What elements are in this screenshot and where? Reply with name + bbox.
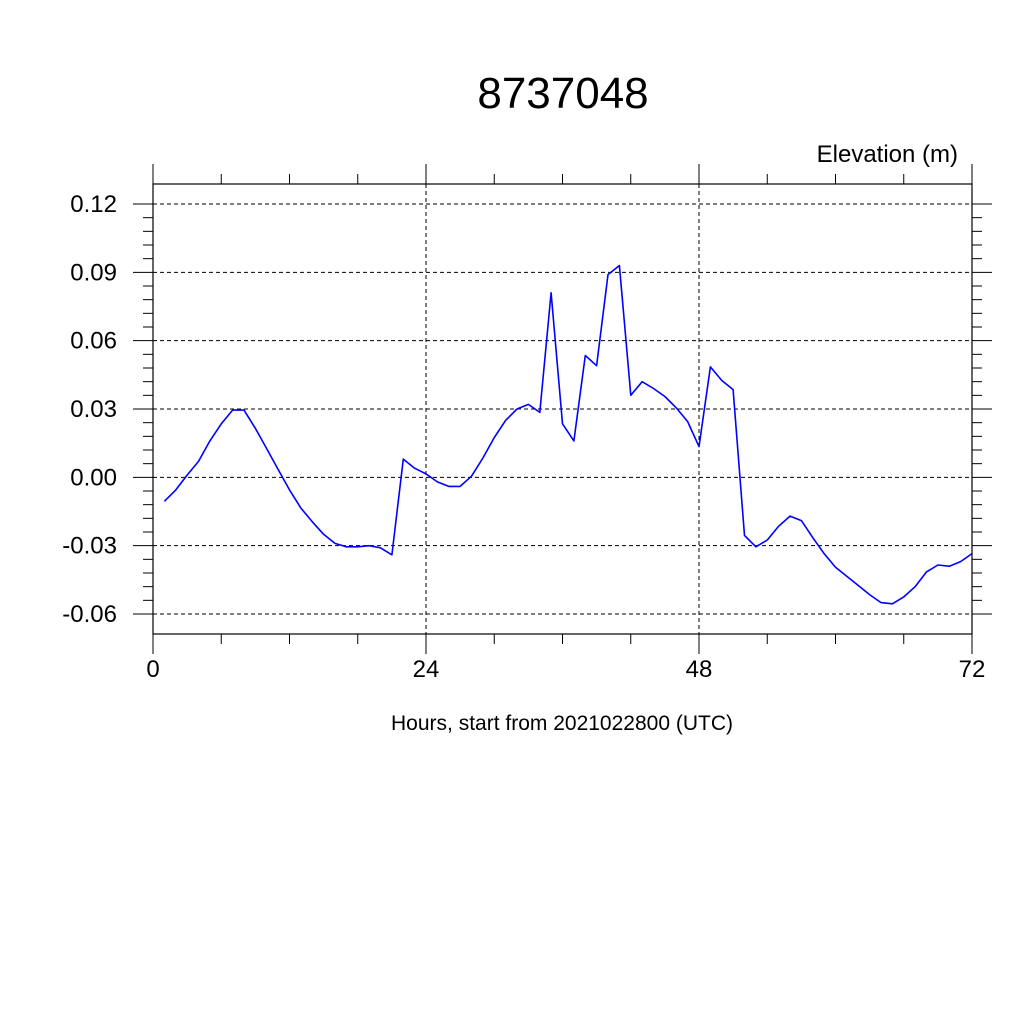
x-axis-label: Hours, start from 2021022800 (UTC) — [391, 712, 733, 735]
x-tick-label: 24 — [413, 656, 440, 683]
plot-frame — [152, 183, 973, 635]
x-tick-labels: 0 24 48 72 — [146, 656, 985, 683]
y-tick-label: 0.03 — [70, 396, 117, 423]
axis-ticks — [133, 164, 992, 654]
x-tick-label: 72 — [959, 656, 986, 683]
series-layer — [163, 264, 973, 605]
chart-subtitle: Elevation (m) — [817, 141, 958, 168]
x-tick-label: 0 — [146, 656, 159, 683]
y-tick-labels: -0.06 -0.03 0.00 0.03 0.06 0.09 0.12 — [62, 191, 117, 628]
y-tick-label: -0.06 — [62, 601, 117, 628]
y-tick-label: 0.06 — [70, 328, 117, 355]
y-tick-label: 0.09 — [70, 259, 117, 286]
y-tick-label: 0.12 — [70, 191, 117, 218]
y-tick-label: 0.00 — [70, 464, 117, 491]
x-tick-label: 48 — [686, 656, 713, 683]
y-tick-label: -0.03 — [62, 533, 117, 560]
series-line — [163, 264, 973, 605]
grid-lines — [153, 184, 972, 634]
chart-title: 8737048 — [477, 69, 648, 118]
